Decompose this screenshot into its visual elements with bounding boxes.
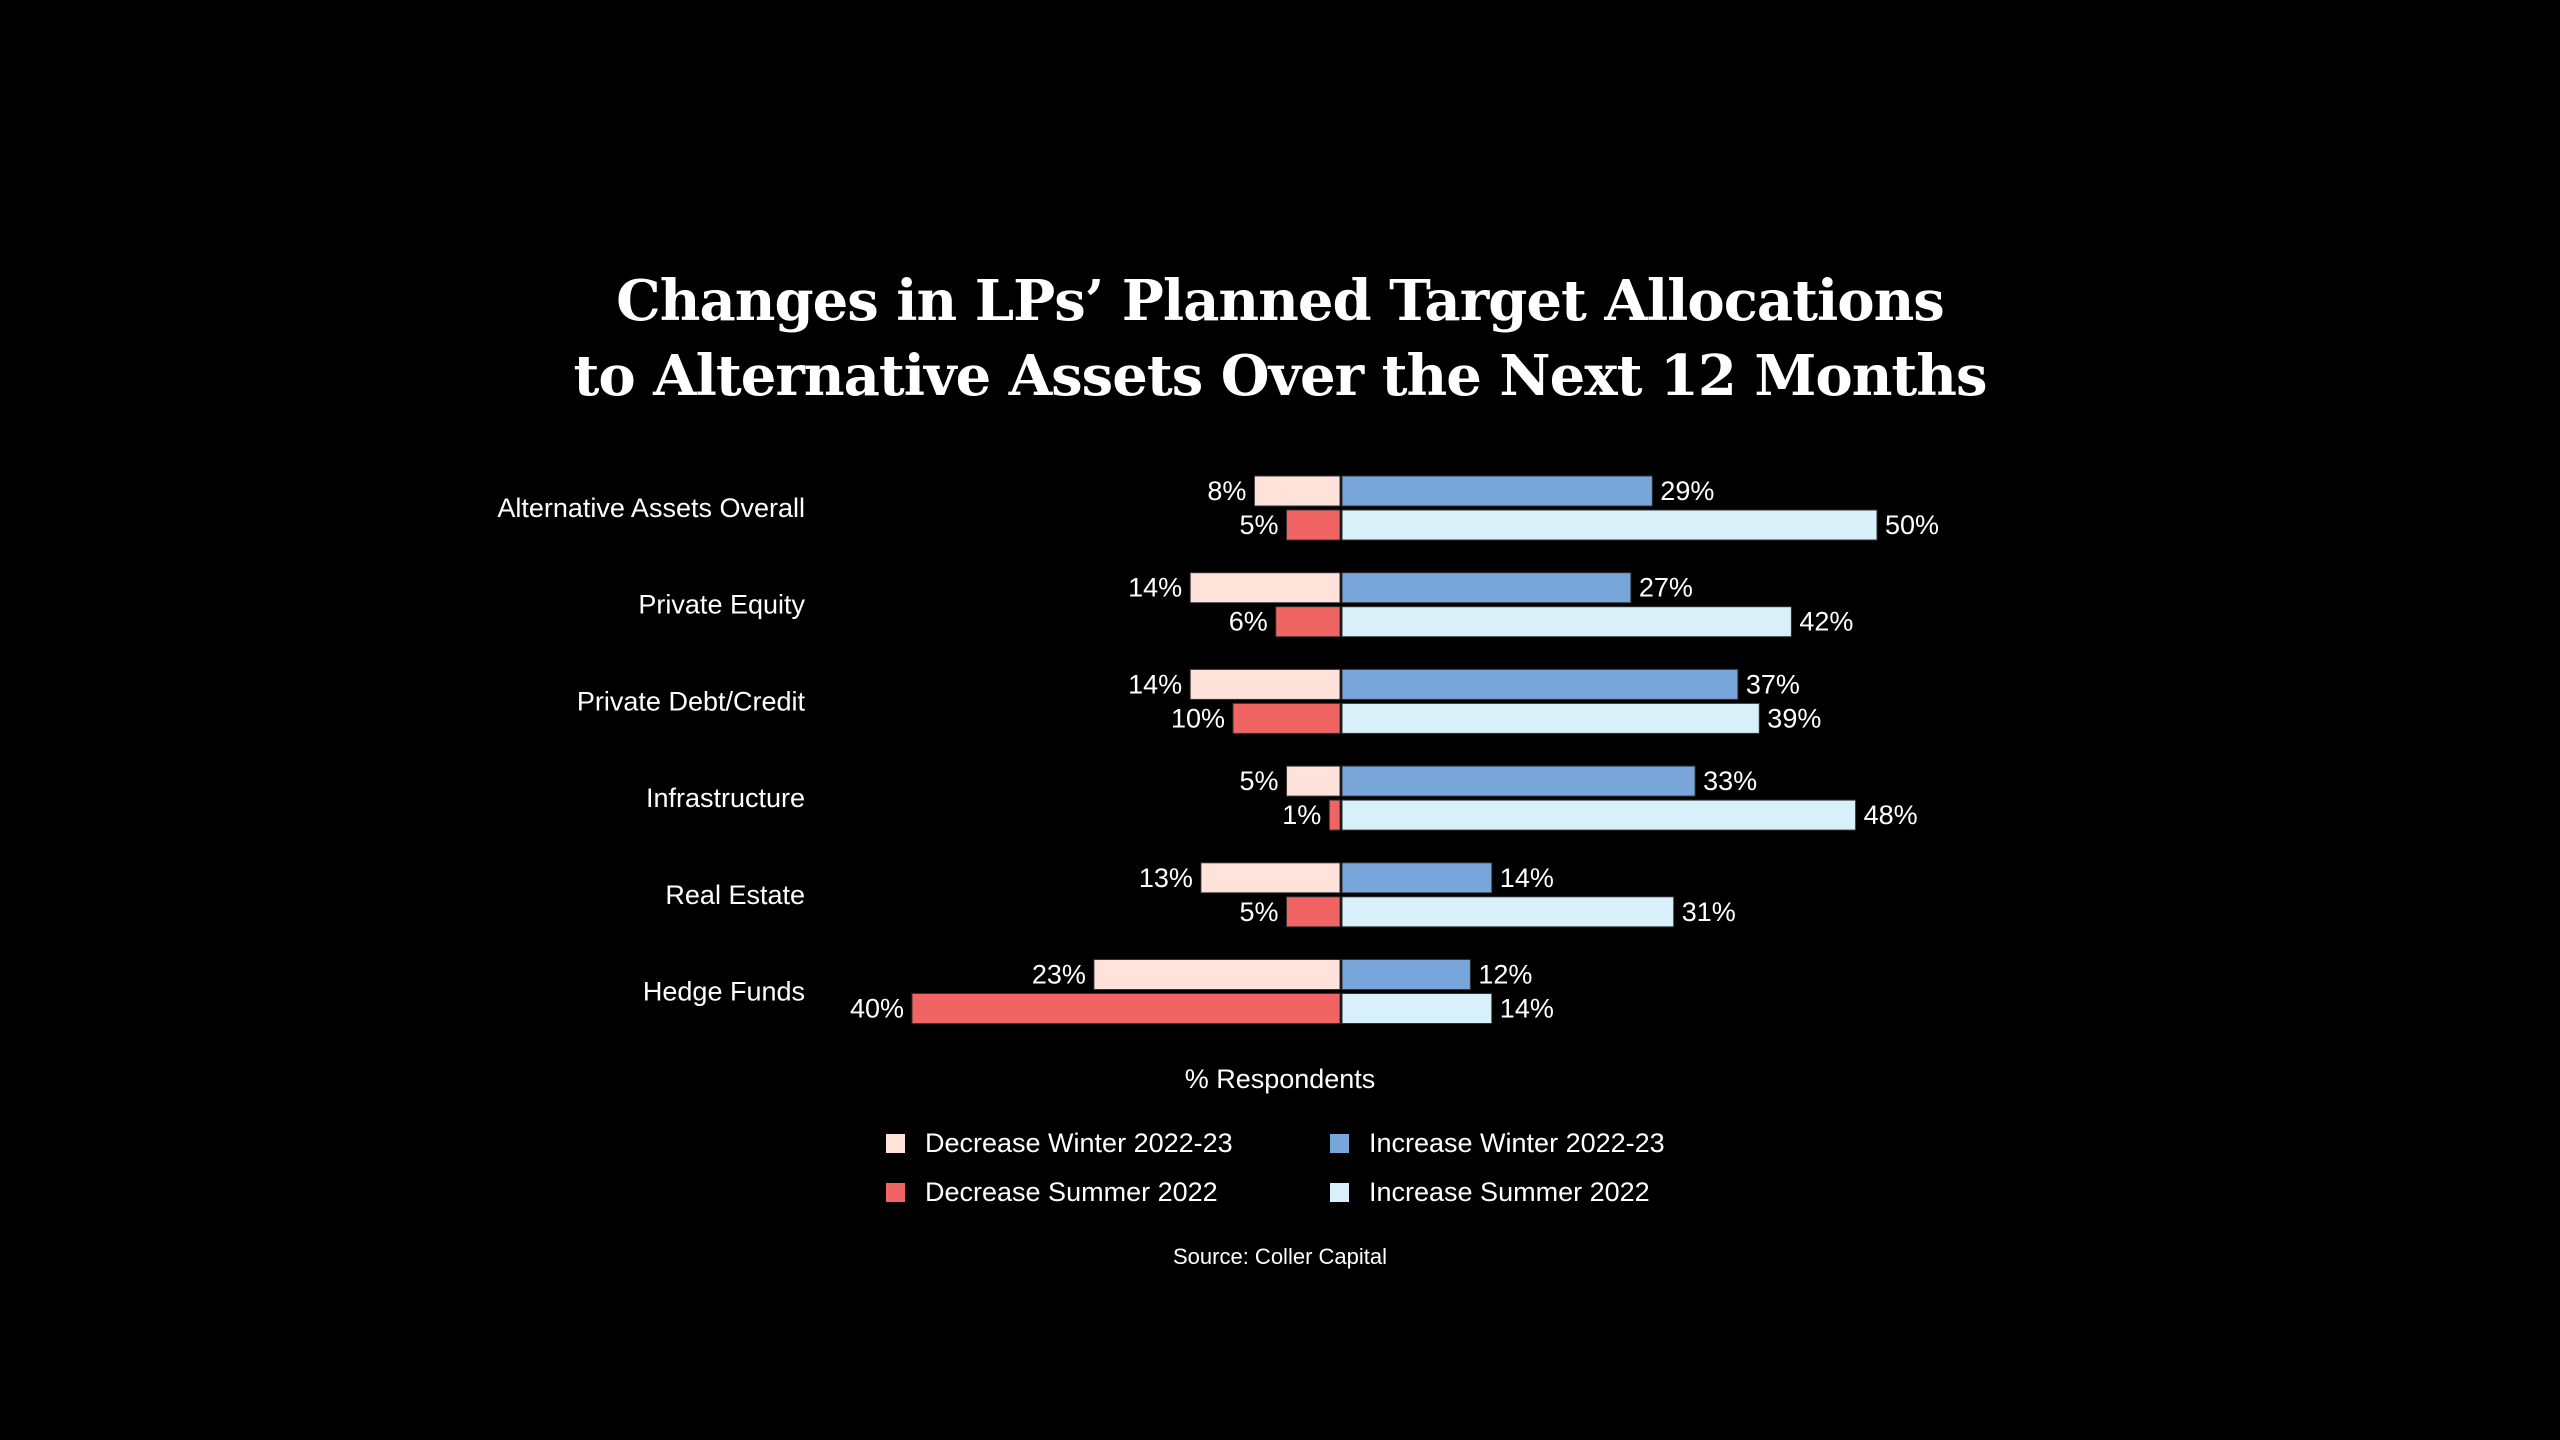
legend-label: Increase Winter 2022-23 bbox=[1369, 1128, 1665, 1158]
data-label: 33% bbox=[1703, 766, 1757, 796]
legend-swatch bbox=[886, 1183, 905, 1202]
legend-label: Decrease Winter 2022-23 bbox=[925, 1128, 1233, 1158]
bar bbox=[1341, 668, 1739, 700]
bar bbox=[1286, 509, 1341, 541]
data-label: 10% bbox=[1171, 703, 1225, 733]
category-label: Alternative Assets Overall bbox=[497, 493, 805, 523]
legend-item-decrease-summer: Decrease Summer 2022 bbox=[886, 1177, 1218, 1208]
bar bbox=[1253, 475, 1341, 507]
legend-swatch bbox=[886, 1134, 905, 1153]
data-label: 14% bbox=[1500, 994, 1554, 1024]
data-label: 23% bbox=[1032, 960, 1086, 990]
category-label: Infrastructure bbox=[646, 783, 805, 813]
data-label: 8% bbox=[1207, 476, 1246, 506]
bar bbox=[1189, 572, 1341, 604]
bar bbox=[1232, 702, 1341, 734]
legend-swatch bbox=[1330, 1183, 1349, 1202]
x-axis-label: % Respondents bbox=[1184, 1064, 1376, 1094]
category-label: Real Estate bbox=[665, 880, 805, 910]
data-label: 48% bbox=[1864, 800, 1918, 830]
bar bbox=[1341, 475, 1653, 507]
bar bbox=[1341, 765, 1696, 797]
data-label: 42% bbox=[1799, 607, 1853, 637]
legend-item-increase-summer: Increase Summer 2022 bbox=[1330, 1177, 1650, 1208]
data-label: 1% bbox=[1282, 800, 1321, 830]
data-label: 39% bbox=[1767, 703, 1821, 733]
data-label: 14% bbox=[1128, 573, 1182, 603]
data-label: 12% bbox=[1478, 960, 1532, 990]
data-label: 14% bbox=[1500, 863, 1554, 893]
bar bbox=[1328, 799, 1341, 831]
legend-swatch bbox=[1330, 1134, 1349, 1153]
data-label: 14% bbox=[1128, 669, 1182, 699]
bar bbox=[1341, 799, 1857, 831]
data-label: 5% bbox=[1239, 510, 1278, 540]
bar bbox=[1341, 896, 1675, 928]
data-label: 31% bbox=[1682, 897, 1736, 927]
category-label: Private Equity bbox=[638, 590, 805, 620]
bar bbox=[1189, 668, 1341, 700]
bar bbox=[1341, 862, 1493, 894]
bar bbox=[1093, 959, 1341, 990]
data-label: 27% bbox=[1639, 573, 1693, 603]
bar bbox=[1200, 862, 1341, 894]
data-label: 29% bbox=[1660, 476, 1714, 506]
category-label: Hedge Funds bbox=[643, 977, 805, 1007]
bar bbox=[1341, 959, 1471, 990]
bar bbox=[1286, 896, 1341, 928]
bar bbox=[1275, 606, 1341, 638]
bar bbox=[1341, 993, 1493, 1024]
bar bbox=[1341, 702, 1760, 734]
chart-title-line1: Changes in LPs’ Planned Target Allocatio… bbox=[616, 268, 1945, 334]
bar bbox=[1286, 765, 1341, 797]
bar bbox=[911, 993, 1341, 1024]
bar bbox=[1341, 606, 1792, 638]
data-label: 13% bbox=[1139, 863, 1193, 893]
bar bbox=[1341, 509, 1878, 541]
category-label: Private Debt/Credit bbox=[577, 686, 806, 716]
data-label: 5% bbox=[1239, 897, 1278, 927]
data-label: 37% bbox=[1746, 669, 1800, 699]
legend-label: Increase Summer 2022 bbox=[1369, 1177, 1650, 1207]
source-note: Source: Coller Capital bbox=[1173, 1244, 1387, 1269]
data-label: 40% bbox=[850, 994, 904, 1024]
legend-item-decrease-winter: Decrease Winter 2022-23 bbox=[886, 1128, 1233, 1159]
bar bbox=[1341, 572, 1632, 604]
data-label: 6% bbox=[1229, 607, 1268, 637]
data-label: 50% bbox=[1885, 510, 1939, 540]
legend-item-increase-winter: Increase Winter 2022-23 bbox=[1330, 1128, 1665, 1159]
data-label: 5% bbox=[1239, 766, 1278, 796]
legend-label: Decrease Summer 2022 bbox=[925, 1177, 1218, 1207]
chart-title-line2: to Alternative Assets Over the Next 12 M… bbox=[573, 343, 1987, 409]
